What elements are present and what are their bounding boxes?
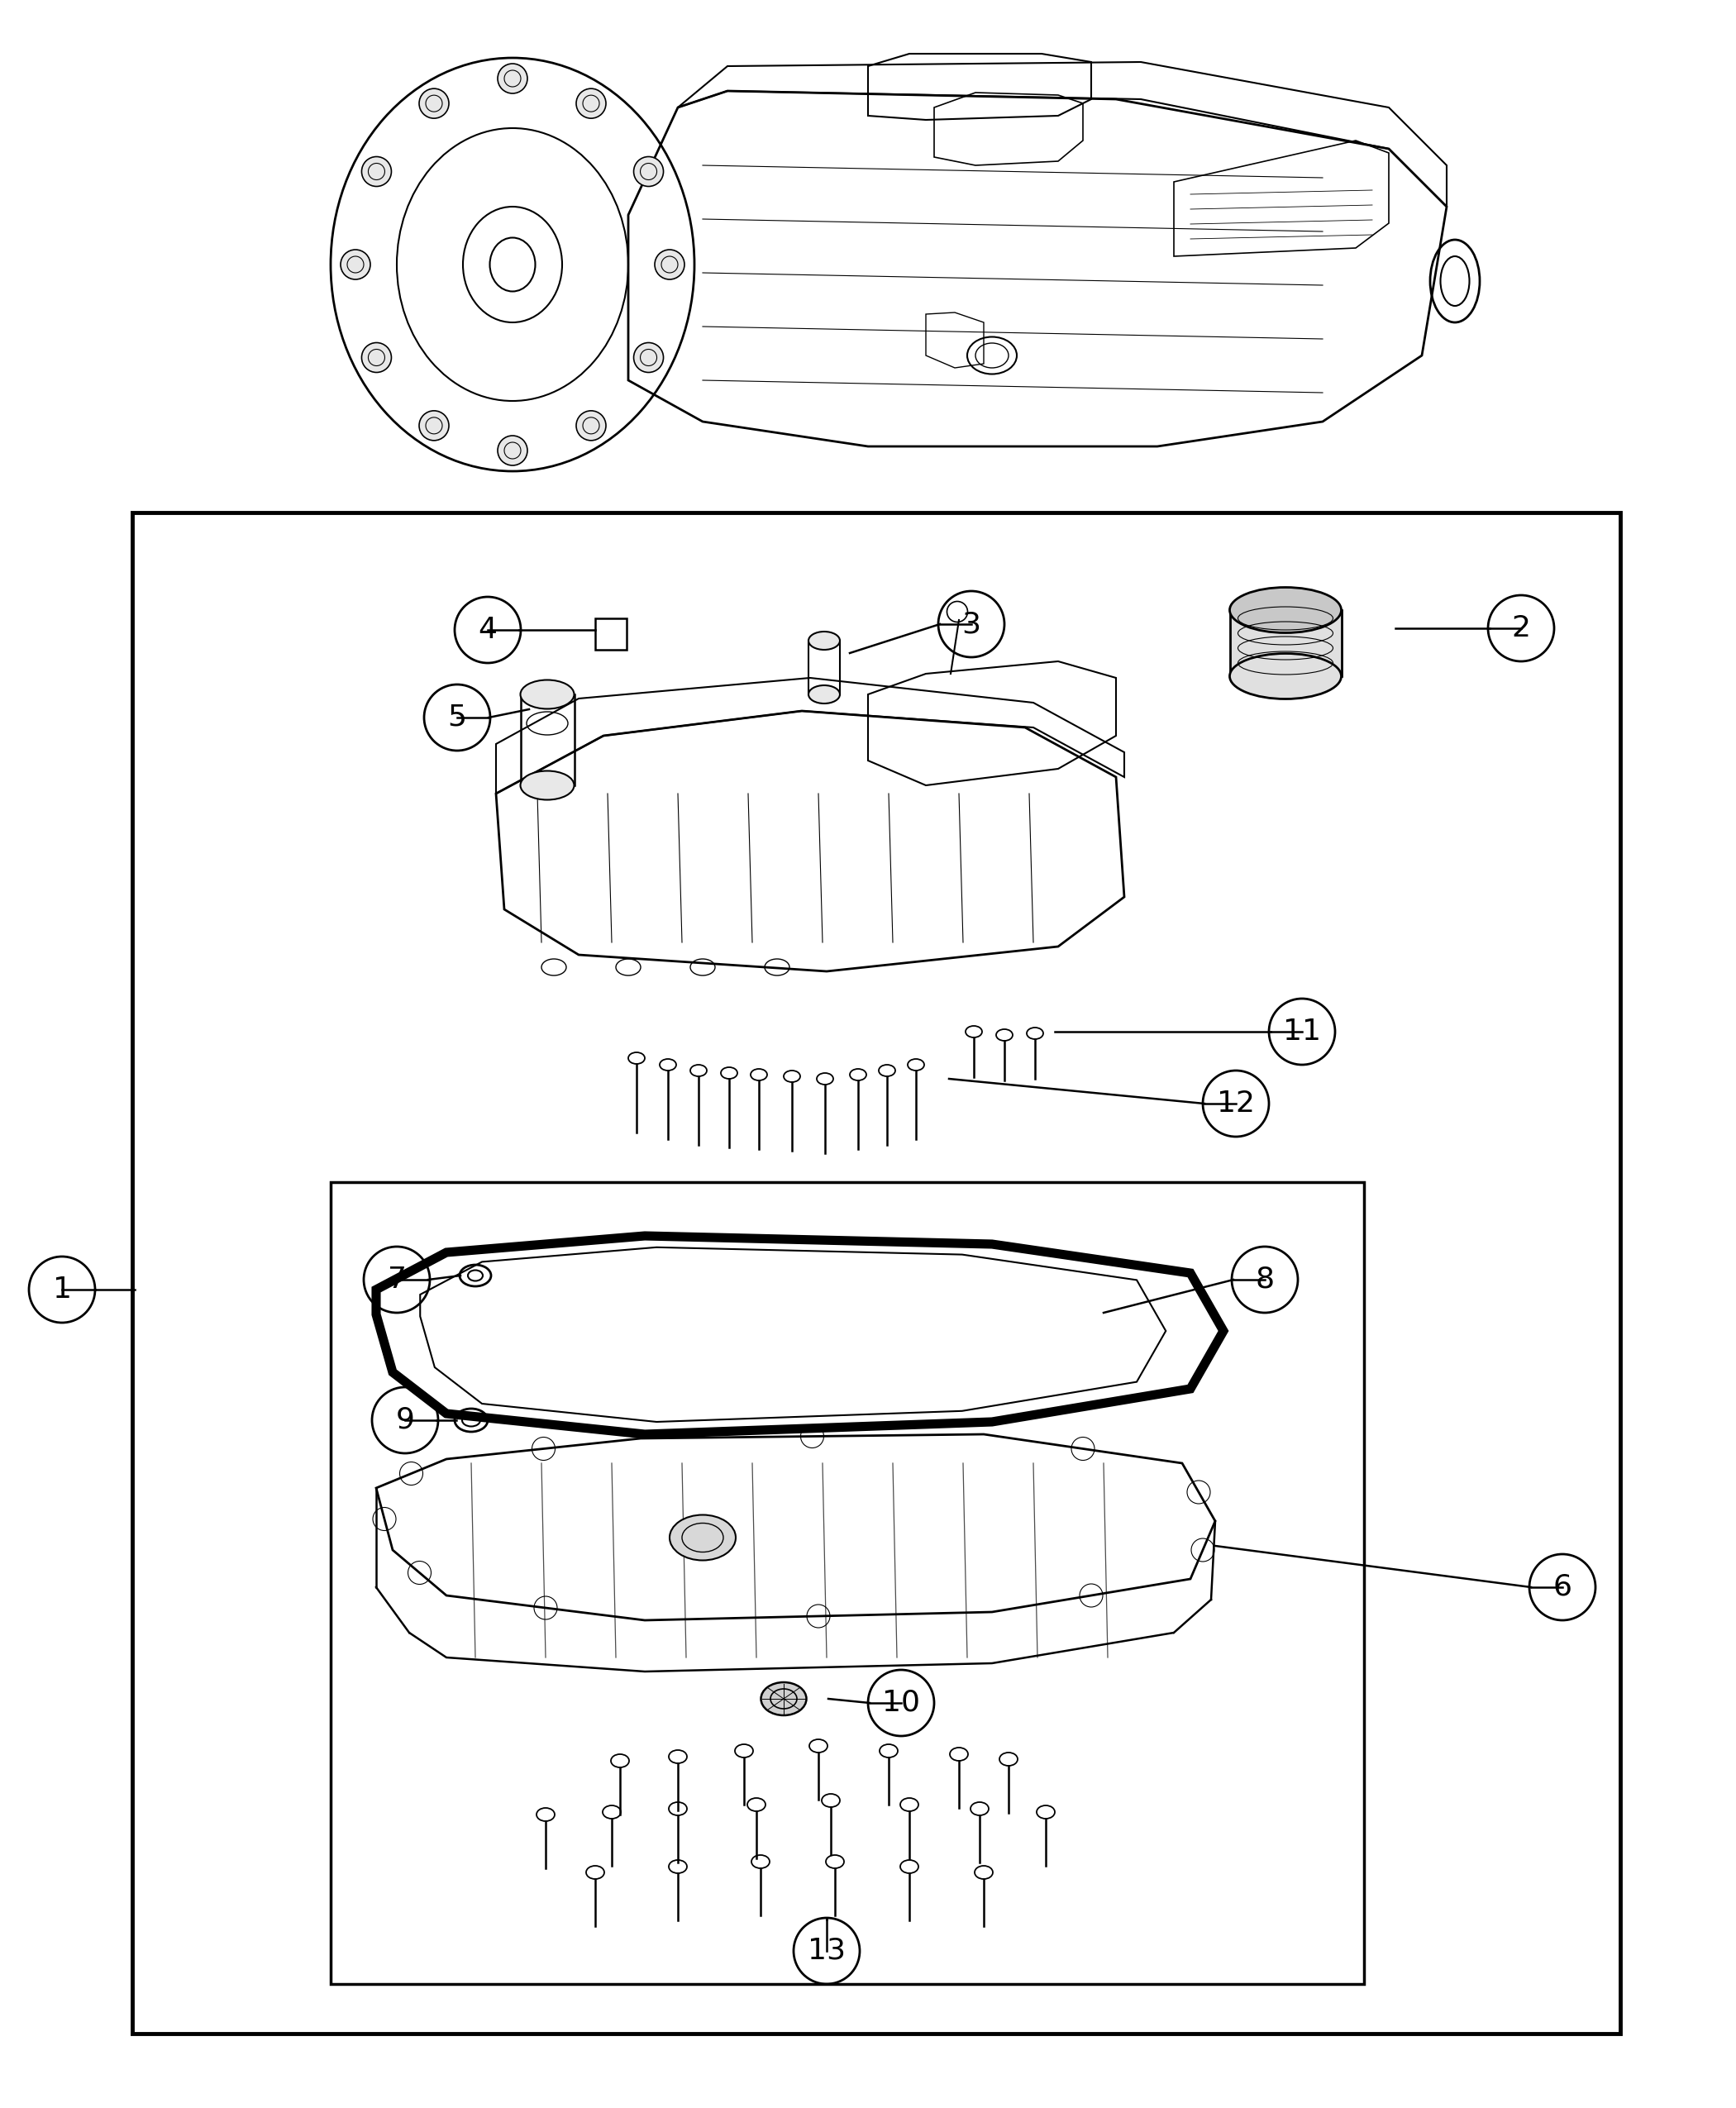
Circle shape <box>340 249 370 280</box>
Circle shape <box>634 156 663 186</box>
Text: 3: 3 <box>962 609 981 639</box>
Text: 9: 9 <box>396 1406 415 1433</box>
Text: 2: 2 <box>1512 613 1531 643</box>
Circle shape <box>576 411 606 441</box>
Text: 7: 7 <box>387 1265 406 1294</box>
Ellipse shape <box>1229 653 1342 700</box>
Ellipse shape <box>760 1682 807 1716</box>
Bar <box>1231 609 1342 677</box>
Bar <box>521 694 575 786</box>
Text: 13: 13 <box>807 1937 845 1965</box>
Text: 6: 6 <box>1554 1573 1571 1602</box>
Circle shape <box>361 344 391 373</box>
Bar <box>330 1183 1364 1984</box>
Circle shape <box>361 156 391 186</box>
Circle shape <box>654 249 684 280</box>
Bar <box>595 618 627 649</box>
Ellipse shape <box>521 772 575 799</box>
Ellipse shape <box>521 681 575 708</box>
Ellipse shape <box>809 632 840 649</box>
Text: 1: 1 <box>52 1275 71 1303</box>
Ellipse shape <box>809 685 840 704</box>
Ellipse shape <box>1229 588 1342 632</box>
Bar <box>809 641 840 694</box>
Bar <box>132 512 1620 2034</box>
Text: 5: 5 <box>448 704 467 731</box>
Text: 4: 4 <box>477 616 496 643</box>
Circle shape <box>418 89 450 118</box>
Text: 11: 11 <box>1283 1018 1321 1046</box>
Circle shape <box>498 63 528 93</box>
Text: 10: 10 <box>882 1689 920 1718</box>
Text: 12: 12 <box>1217 1090 1255 1117</box>
Circle shape <box>634 344 663 373</box>
Circle shape <box>418 411 450 441</box>
Text: 8: 8 <box>1255 1265 1274 1294</box>
Circle shape <box>576 89 606 118</box>
Ellipse shape <box>670 1516 736 1560</box>
Circle shape <box>498 436 528 466</box>
